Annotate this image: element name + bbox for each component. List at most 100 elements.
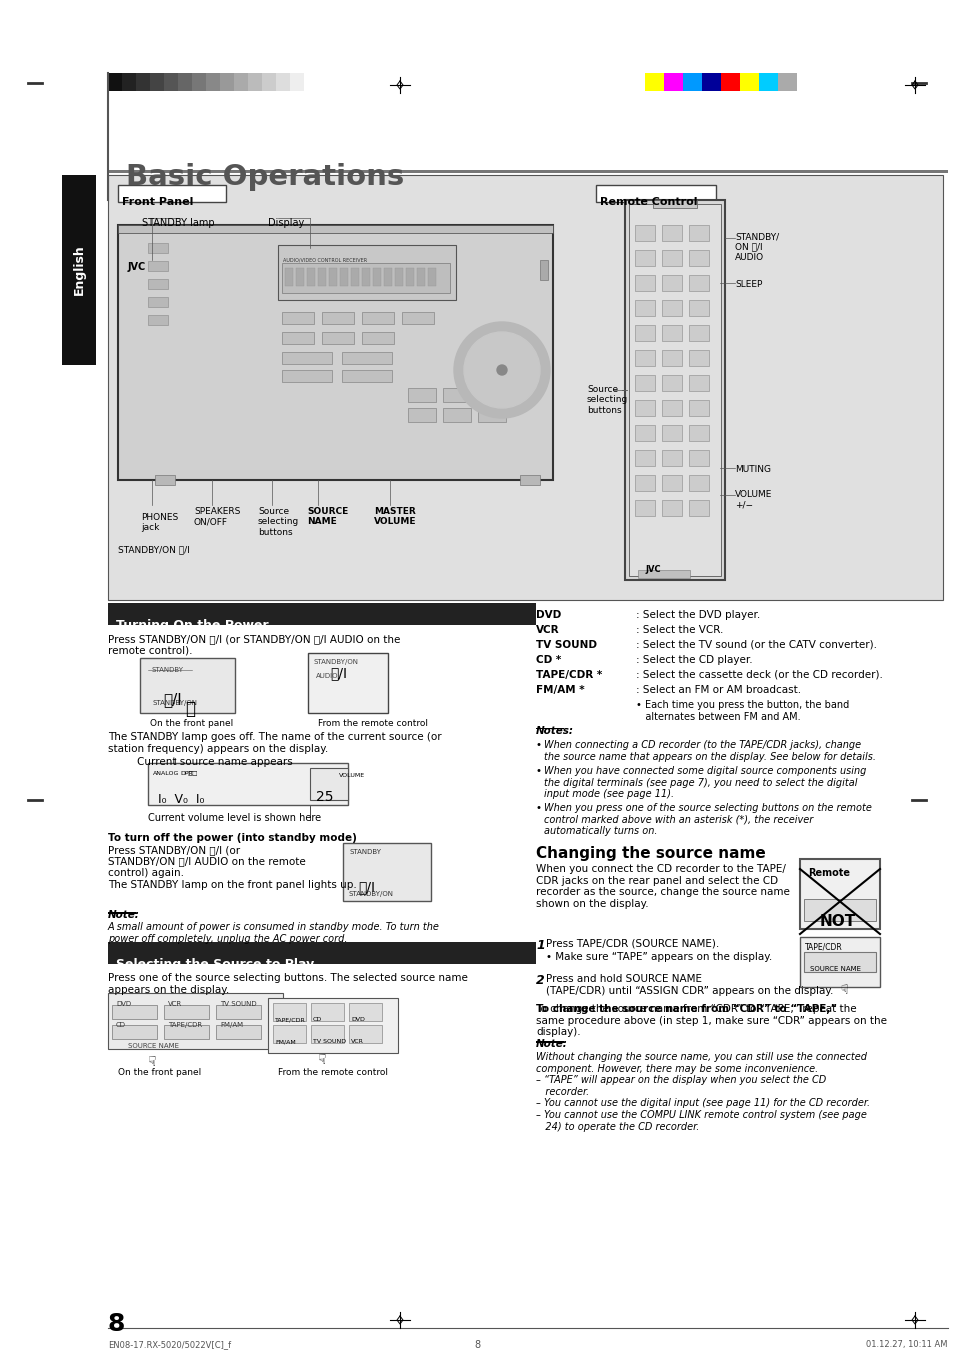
Bar: [277, 245, 456, 300]
Bar: [778, 73, 796, 91]
Bar: [343, 844, 431, 900]
Bar: [148, 261, 168, 270]
Bar: [164, 1005, 209, 1019]
Bar: [248, 73, 262, 91]
Text: TV SOUND: TV SOUND: [220, 1000, 256, 1007]
Text: A small amount of power is consumed in standby mode. To turn the
power off compl: A small amount of power is consumed in s…: [108, 922, 439, 944]
Bar: [682, 73, 701, 91]
Text: FM/AM *: FM/AM *: [536, 685, 584, 695]
Text: EN08-17.RX-5020/5022V[C]_f: EN08-17.RX-5020/5022V[C]_f: [108, 1340, 231, 1349]
Bar: [206, 73, 220, 91]
Text: 1: 1: [536, 940, 544, 952]
Bar: [661, 224, 681, 241]
Bar: [803, 952, 875, 972]
Text: Note:: Note:: [536, 1038, 567, 1049]
Bar: [118, 224, 553, 480]
Bar: [148, 763, 348, 804]
Text: To change the source name from “CDR” to “TAPE,” repeat the
same procedure above : To change the source name from “CDR” to …: [536, 1005, 886, 1037]
Text: ☟: ☟: [840, 984, 846, 996]
Text: : Select the DVD player.: : Select the DVD player.: [636, 610, 760, 621]
Bar: [661, 475, 681, 491]
Text: ☟: ☟: [317, 1053, 326, 1067]
Bar: [635, 375, 655, 391]
Bar: [311, 1003, 344, 1021]
Bar: [112, 1005, 157, 1019]
Bar: [108, 174, 942, 600]
Bar: [304, 73, 317, 91]
Text: Press one of the source selecting buttons. The selected source name
appears on t: Press one of the source selecting button…: [108, 973, 467, 995]
Bar: [215, 1005, 261, 1019]
Text: From the remote control: From the remote control: [317, 719, 428, 727]
Bar: [800, 859, 879, 929]
Text: • Each time you press the button, the band
   alternates between FM and AM.: • Each time you press the button, the ba…: [636, 700, 848, 722]
Text: Press STANDBY/ON ⎃/I (or STANDBY/ON ⎃/I AUDIO on the
remote control).: Press STANDBY/ON ⎃/I (or STANDBY/ON ⎃/I …: [108, 634, 400, 656]
Bar: [164, 73, 178, 91]
Text: •: •: [536, 740, 541, 750]
Text: : Select the TV sound (or the CATV converter).: : Select the TV sound (or the CATV conve…: [636, 639, 876, 650]
Bar: [273, 1003, 306, 1021]
Bar: [282, 370, 332, 383]
Text: CD: CD: [313, 1017, 322, 1022]
Text: DVD: DVD: [536, 610, 560, 621]
Bar: [118, 224, 553, 233]
Bar: [759, 73, 778, 91]
Bar: [635, 450, 655, 466]
Text: •: •: [536, 767, 541, 776]
Text: SOURCE NAME: SOURCE NAME: [809, 965, 861, 972]
Bar: [307, 268, 314, 287]
Bar: [178, 73, 192, 91]
Bar: [361, 312, 394, 324]
Text: 👋: 👋: [185, 700, 194, 718]
Bar: [349, 1003, 381, 1021]
Text: I₀  V₀  I₀: I₀ V₀ I₀: [158, 794, 204, 806]
Text: Notes:: Notes:: [536, 726, 574, 735]
Text: FM/AM: FM/AM: [220, 1022, 243, 1028]
Text: SPEAKERS
ON/OFF: SPEAKERS ON/OFF: [193, 507, 240, 526]
Bar: [477, 388, 505, 402]
Text: SOURCE
NAME: SOURCE NAME: [307, 507, 348, 526]
Text: On the front panel: On the front panel: [150, 719, 233, 727]
Bar: [688, 375, 708, 391]
Bar: [661, 375, 681, 391]
Text: When connecting a CD recorder (to the TAPE/CDR jacks), change
the source name th: When connecting a CD recorder (to the TA…: [543, 740, 875, 761]
Text: ⎃/I: ⎃/I: [357, 880, 375, 894]
Bar: [661, 400, 681, 416]
Text: Selecting the Source to Play: Selecting the Source to Play: [116, 959, 314, 971]
Text: 8: 8: [108, 1311, 125, 1336]
Text: VOLUME
+/−: VOLUME +/−: [734, 489, 772, 510]
Text: AUDIO: AUDIO: [315, 673, 338, 679]
Bar: [148, 279, 168, 289]
Bar: [638, 571, 689, 579]
Text: : Select an FM or AM broadcast.: : Select an FM or AM broadcast.: [636, 685, 801, 695]
Bar: [688, 300, 708, 316]
Text: NOT: NOT: [820, 914, 856, 929]
Bar: [477, 408, 505, 422]
Bar: [661, 350, 681, 366]
Text: TV SOUND: TV SOUND: [536, 639, 597, 650]
Bar: [624, 200, 724, 580]
Text: Remote Control: Remote Control: [599, 197, 697, 207]
Text: To change the source name from “CDR” to “TAPE,”: To change the source name from “CDR” to …: [536, 1005, 837, 1014]
Bar: [108, 992, 283, 1049]
Bar: [740, 73, 759, 91]
Text: Changing the source name: Changing the source name: [536, 846, 765, 861]
Bar: [349, 1025, 381, 1042]
Bar: [635, 475, 655, 491]
Bar: [164, 1025, 209, 1038]
Bar: [341, 352, 392, 364]
Bar: [317, 268, 326, 287]
Bar: [136, 73, 150, 91]
Bar: [688, 250, 708, 266]
Text: The STANDBY lamp goes off. The name of the current source (or
station frequency): The STANDBY lamp goes off. The name of t…: [108, 731, 441, 753]
Text: VOLUME: VOLUME: [338, 773, 365, 777]
Text: □□: □□: [188, 771, 198, 776]
Bar: [395, 268, 402, 287]
Text: STANDBY lamp: STANDBY lamp: [142, 218, 214, 228]
Text: VCR: VCR: [168, 1000, 182, 1007]
Text: • Make sure “TAPE” appears on the display.: • Make sure “TAPE” appears on the displa…: [545, 952, 771, 963]
Bar: [322, 333, 354, 343]
Bar: [282, 333, 314, 343]
Bar: [268, 998, 397, 1053]
Bar: [329, 268, 336, 287]
Bar: [688, 224, 708, 241]
